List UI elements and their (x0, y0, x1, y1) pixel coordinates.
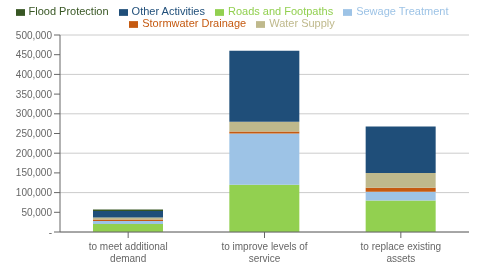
svg-text:150,000: 150,000 (16, 167, 53, 178)
svg-text:to meet additionaldemand: to meet additionaldemand (89, 241, 168, 264)
svg-text:350,000: 350,000 (16, 89, 53, 100)
svg-text:50,000: 50,000 (21, 207, 52, 218)
html-text:Sewage Treatment: Sewage Treatment (356, 5, 449, 17)
svg-text:to replace existingassets: to replace existingassets (361, 241, 442, 264)
svg-text:400,000: 400,000 (16, 69, 53, 80)
svg-text:100,000: 100,000 (16, 187, 53, 198)
html-text:Roads and Footpaths: Roads and Footpaths (228, 5, 334, 17)
html-text:Water Supply: Water Supply (269, 17, 335, 29)
html-text:Other Activities: Other Activities (131, 5, 205, 17)
html-text:Flood Protection: Flood Protection (28, 5, 109, 17)
svg-text:250,000: 250,000 (16, 128, 53, 139)
svg-text:to improve levels ofservice: to improve levels ofservice (221, 241, 307, 264)
svg-text:450,000: 450,000 (16, 49, 53, 60)
html-text:Stormwater Drainage: Stormwater Drainage (142, 17, 247, 29)
svg-text:300,000: 300,000 (16, 108, 53, 119)
svg-text:500,000: 500,000 (16, 30, 53, 41)
svg-text:200,000: 200,000 (16, 148, 53, 159)
svg-text:-: - (49, 227, 52, 238)
